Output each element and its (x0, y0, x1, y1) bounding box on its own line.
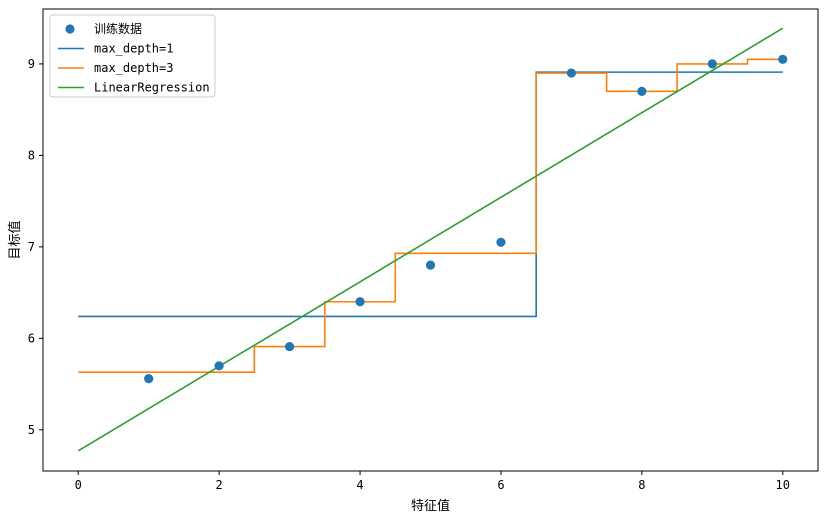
plot-frame (42, 8, 819, 472)
legend-item: 训练数据 (65, 21, 142, 36)
legend: 训练数据 max_depth=1 max_depth=3 LinearRegressi… (49, 14, 216, 98)
legend-label: max_depth=3 (94, 61, 173, 75)
x-axis-label: 特征值 (411, 498, 450, 514)
scatter-point (214, 361, 224, 371)
scatter-point (355, 297, 365, 307)
legend-label: LinearRegression (94, 81, 210, 95)
scatter-point (425, 260, 436, 270)
legend-item: max_depth=1 (58, 42, 173, 56)
y-tick-label: 5 (28, 423, 35, 437)
scatter-point (707, 59, 717, 69)
series-line-linearregression (77, 27, 784, 452)
legend-label: 训练数据 (94, 21, 142, 36)
series-line-max-depth-1 (78, 71, 783, 318)
scatter-point (778, 54, 788, 64)
x-tick-label: 8 (638, 478, 645, 492)
axes: 0 2 4 6 8 10 5 6 7 8 9 特征值 目标值 (7, 8, 819, 514)
scatter-point (144, 374, 154, 384)
legend-box (49, 14, 216, 98)
y-tick-label: 8 (28, 148, 35, 162)
scatter-point (566, 68, 577, 78)
legend-label: max_depth=1 (94, 42, 173, 56)
y-tick-label: 6 (28, 331, 35, 345)
x-tick-label: 4 (356, 478, 363, 492)
y-tick-label: 7 (28, 240, 35, 254)
x-tick-label: 0 (75, 478, 82, 492)
legend-item: max_depth=3 (58, 61, 173, 75)
x-tick-label: 2 (216, 478, 223, 492)
y-axis-label: 目标值 (7, 220, 23, 259)
x-tick-label: 10 (776, 478, 790, 492)
legend-marker (65, 24, 75, 34)
legend-item: LinearRegression (58, 81, 210, 95)
series-line-max-depth-3 (78, 58, 783, 374)
scatter-point (284, 341, 295, 352)
x-tick-label: 6 (497, 478, 504, 492)
scatter-point (496, 237, 506, 247)
y-tick-label: 9 (28, 57, 35, 71)
scatter-point (637, 86, 647, 96)
plot-area (77, 27, 788, 452)
